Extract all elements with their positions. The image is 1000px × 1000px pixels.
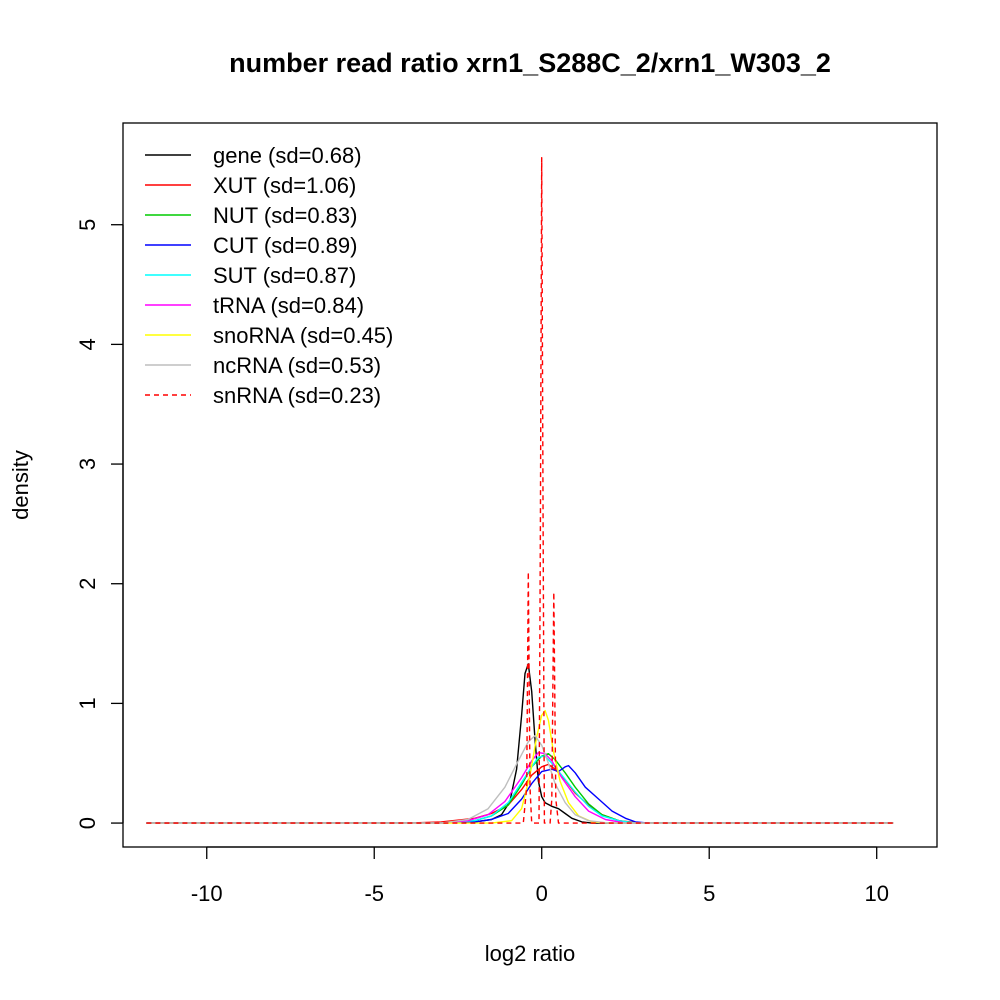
legend-label: snRNA (sd=0.23) — [213, 383, 381, 408]
legend-label: SUT (sd=0.87) — [213, 263, 356, 288]
series-line — [146, 764, 894, 824]
x-tick-label: 10 — [864, 881, 888, 906]
y-tick-label: 1 — [75, 697, 100, 709]
y-axis: 0 1 2 3 4 5 — [75, 219, 124, 829]
x-axis: -10 -5 0 5 10 — [191, 846, 889, 906]
y-tick-label: 2 — [75, 578, 100, 590]
series-line — [146, 157, 894, 824]
legend-label: snoRNA (sd=0.45) — [213, 323, 393, 348]
y-tick-label: 5 — [75, 219, 100, 231]
legend-label: XUT (sd=1.06) — [213, 173, 356, 198]
legend: gene (sd=0.68) XUT (sd=1.06) NUT (sd=0.83)… — [145, 143, 393, 408]
y-tick-label: 0 — [75, 817, 100, 829]
series-line — [146, 735, 894, 824]
series-line — [146, 751, 894, 824]
legend-label: gene (sd=0.68) — [213, 143, 362, 168]
y-axis-label: density — [8, 450, 33, 520]
legend-label: CUT (sd=0.89) — [213, 233, 357, 258]
x-tick-label: 0 — [536, 881, 548, 906]
x-tick-label: -10 — [191, 881, 223, 906]
legend-label: tRNA (sd=0.84) — [213, 293, 364, 318]
legend-label: NUT (sd=0.83) — [213, 203, 357, 228]
plot-lines — [146, 157, 894, 824]
x-tick-label: 5 — [703, 881, 715, 906]
chart-title: number read ratio xrn1_S288C_2/xrn1_W303… — [229, 48, 831, 78]
y-tick-label: 3 — [75, 458, 100, 470]
x-axis-label: log2 ratio — [485, 941, 576, 966]
x-tick-label: -5 — [364, 881, 384, 906]
legend-label: ncRNA (sd=0.53) — [213, 353, 381, 378]
y-tick-label: 4 — [75, 338, 100, 350]
